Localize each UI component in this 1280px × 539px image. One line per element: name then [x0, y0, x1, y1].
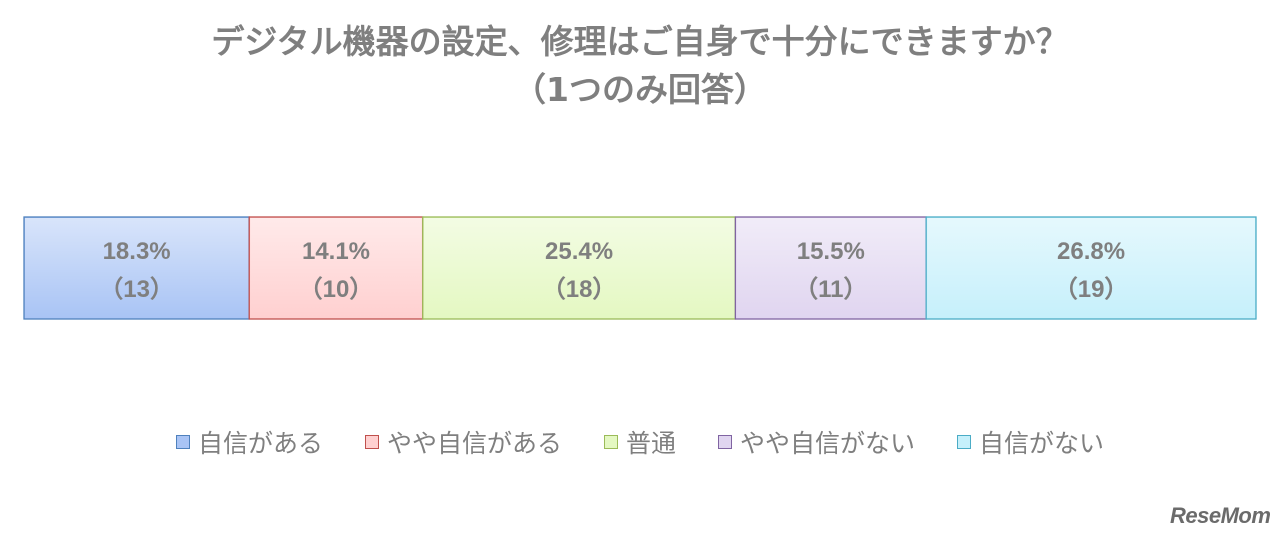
legend-item: 普通: [603, 424, 676, 460]
value-label: 14.1%: [302, 238, 370, 265]
bar-segment-gloss: [423, 218, 735, 318]
legend-label: やや自信がある: [386, 429, 562, 458]
chart-subtitle: （1つのみ回答）: [513, 70, 767, 109]
legend-swatch: [364, 435, 379, 449]
legend-label: 自信がある: [197, 429, 323, 458]
value-label: 15.5%: [797, 238, 865, 265]
bar-segment-gloss: [736, 218, 926, 318]
legend-label: やや自信がない: [740, 429, 916, 458]
legend-item: やや自信がない: [718, 424, 915, 460]
legend-swatch: [957, 435, 972, 449]
legend-swatch: [175, 435, 190, 449]
value-label: 25.4%: [545, 238, 613, 265]
value-label: 18.3%: [103, 238, 171, 265]
chart-title: デジタル機器の設定、修理はご自身で十分にできますか？: [211, 22, 1069, 61]
count-label: （13）: [99, 276, 174, 303]
count-label: （11）: [794, 276, 867, 303]
count-label: （10）: [299, 276, 374, 303]
value-label: 26.8%: [1057, 238, 1125, 265]
legend: 自信がある やや自信がある 普通 やや自信がない 自信がない: [0, 424, 1280, 460]
bar-segment-gloss: [250, 218, 422, 318]
legend-swatch: [603, 435, 618, 449]
bar-segment-gloss: [25, 218, 249, 318]
legend-label: 普通: [625, 429, 676, 458]
legend-item: 自信がある: [175, 424, 323, 460]
brand-logo: ReseMom: [1170, 503, 1271, 528]
legend-item: やや自信がある: [364, 424, 562, 460]
legend-label: 自信がない: [979, 429, 1105, 458]
bar-segment-gloss: [927, 218, 1255, 318]
count-label: （18）: [542, 276, 617, 303]
count-label: （19）: [1054, 276, 1129, 303]
legend-item: 自信がない: [957, 424, 1104, 460]
legend-swatch: [718, 435, 732, 449]
